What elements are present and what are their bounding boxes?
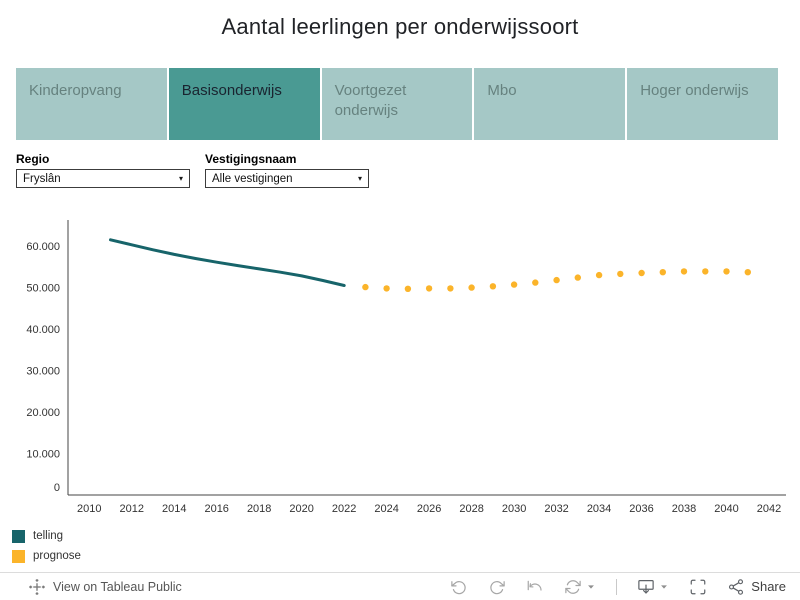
- vestigingsnaam-filter-label: Vestigingsnaam: [205, 152, 297, 166]
- caret-down-icon: ▾: [357, 173, 362, 183]
- prognose-dot[interactable]: [744, 269, 751, 276]
- y-tick-label: 10.000: [26, 449, 60, 461]
- y-tick-label: 0: [54, 482, 60, 494]
- regio-dropdown-value: Fryslân: [23, 172, 61, 185]
- legend-label: telling: [33, 530, 64, 542]
- prognose-dot[interactable]: [404, 285, 412, 292]
- x-tick-label: 2034: [587, 503, 611, 515]
- x-tick-label: 2040: [714, 503, 738, 515]
- vestigingsnaam-filter: Vestigingsnaam Alle vestigingen ▾: [205, 152, 369, 188]
- tab-mbo[interactable]: Mbo: [474, 68, 626, 140]
- share-icon: [729, 578, 744, 595]
- chart-legend: telling prognose: [12, 526, 81, 566]
- redo-icon[interactable]: [488, 578, 506, 596]
- prognose-dot[interactable]: [532, 279, 539, 286]
- caret-down-icon: ▾: [178, 173, 183, 183]
- regio-filter-label: Regio: [16, 152, 50, 166]
- view-on-tableau-public-link[interactable]: View on Tableau Public: [28, 578, 182, 596]
- x-tick-label: 2010: [77, 503, 101, 515]
- x-tick-label: 2020: [289, 503, 313, 515]
- prognose-dot[interactable]: [574, 274, 581, 281]
- refresh-group: [564, 578, 596, 596]
- y-tick-label: 50.000: [26, 283, 60, 295]
- x-tick-label: 2036: [629, 503, 653, 515]
- x-tick-label: 2038: [672, 503, 696, 515]
- page-title: Aantal leerlingen per onderwijssoort: [221, 14, 579, 39]
- line-chart[interactable]: 0 10.000 20.000 30.000 40.000 50.000 60.000 201…: [0, 215, 800, 525]
- x-tick-label: 2012: [119, 503, 143, 515]
- tab-voortgezet-onderwijs[interactable]: Voortgezet onderwijs: [321, 68, 473, 140]
- education-type-tabs: Kinderopvang Basisonderwijs Voortgezet ond…: [16, 68, 778, 140]
- y-tick-label: 40.000: [26, 324, 60, 336]
- share-button[interactable]: Share: [727, 578, 786, 596]
- tab-basisonderwijs[interactable]: Basisonderwijs: [168, 68, 320, 140]
- prognose-dot[interactable]: [617, 270, 624, 278]
- x-tick-label: 2042: [757, 503, 781, 515]
- x-tick-label: 2016: [204, 503, 228, 515]
- view-on-tableau-public-label: View on Tableau Public: [53, 579, 182, 594]
- x-tick-label: 2018: [247, 503, 271, 515]
- fullscreen-icon[interactable]: [689, 578, 707, 596]
- x-tick-label: 2026: [417, 503, 441, 515]
- prognose-dot[interactable]: [425, 285, 433, 292]
- regio-filter: Regio Fryslân ▾: [16, 152, 190, 188]
- x-tick-label: 2028: [459, 503, 483, 515]
- caret-down-icon[interactable]: [659, 582, 669, 592]
- legend-label: prognose: [33, 550, 81, 562]
- tableau-toolbar: View on Tableau Public: [0, 572, 800, 600]
- vestigingsnaam-dropdown[interactable]: Alle vestigingen ▾: [205, 169, 369, 188]
- legend-item-prognose[interactable]: prognose: [12, 546, 81, 566]
- y-tick-label: 30.000: [26, 366, 60, 378]
- legend-item-telling[interactable]: telling: [12, 526, 81, 546]
- x-tick-label: 2022: [332, 503, 356, 515]
- prognose-dot[interactable]: [489, 283, 497, 290]
- x-tick-label: 2024: [374, 503, 398, 515]
- prognose-dot[interactable]: [447, 285, 454, 292]
- prognose-dot[interactable]: [383, 285, 390, 292]
- refresh-icon[interactable]: [564, 578, 582, 596]
- x-tick-label: 2032: [544, 503, 568, 515]
- y-tick-label: 60.000: [26, 241, 60, 253]
- prognose-dot[interactable]: [723, 268, 730, 275]
- prognose-dot[interactable]: [553, 276, 560, 284]
- prognose-dot[interactable]: [702, 268, 709, 275]
- telling-line[interactable]: [109, 238, 346, 287]
- prognose-dot[interactable]: [638, 269, 645, 277]
- y-tick-label: 20.000: [26, 407, 60, 419]
- toolbar-divider: [616, 578, 618, 595]
- tableau-logo-icon: [29, 578, 45, 595]
- legend-swatch-prognose: [12, 549, 25, 563]
- prognose-dot[interactable]: [362, 283, 369, 291]
- vestigingsnaam-dropdown-value: Alle vestigingen: [212, 172, 293, 185]
- regio-dropdown[interactable]: Fryslân ▾: [16, 169, 190, 188]
- prognose-dot[interactable]: [468, 284, 475, 291]
- tab-kinderopvang[interactable]: Kinderopvang: [16, 68, 167, 140]
- replay-icon[interactable]: [526, 578, 544, 596]
- prognose-dot[interactable]: [595, 271, 603, 279]
- prognose-dot[interactable]: [510, 281, 518, 288]
- x-tick-label: 2030: [502, 503, 526, 515]
- share-button-label: Share: [751, 579, 786, 594]
- undo-icon[interactable]: [450, 578, 468, 596]
- x-tick-label: 2014: [162, 503, 186, 515]
- caret-down-icon[interactable]: [586, 582, 596, 592]
- toolbar-actions: Share: [450, 578, 786, 596]
- legend-swatch-telling: [12, 529, 25, 543]
- filter-bar: Regio Fryslân ▾ Vestigingsnaam Alle vest…: [0, 152, 800, 194]
- download-icon[interactable]: [637, 578, 655, 596]
- tab-hoger-onderwijs[interactable]: Hoger onderwijs: [627, 68, 778, 140]
- prognose-dot[interactable]: [680, 268, 688, 275]
- prognose-dot[interactable]: [659, 269, 666, 276]
- download-group: [637, 578, 669, 596]
